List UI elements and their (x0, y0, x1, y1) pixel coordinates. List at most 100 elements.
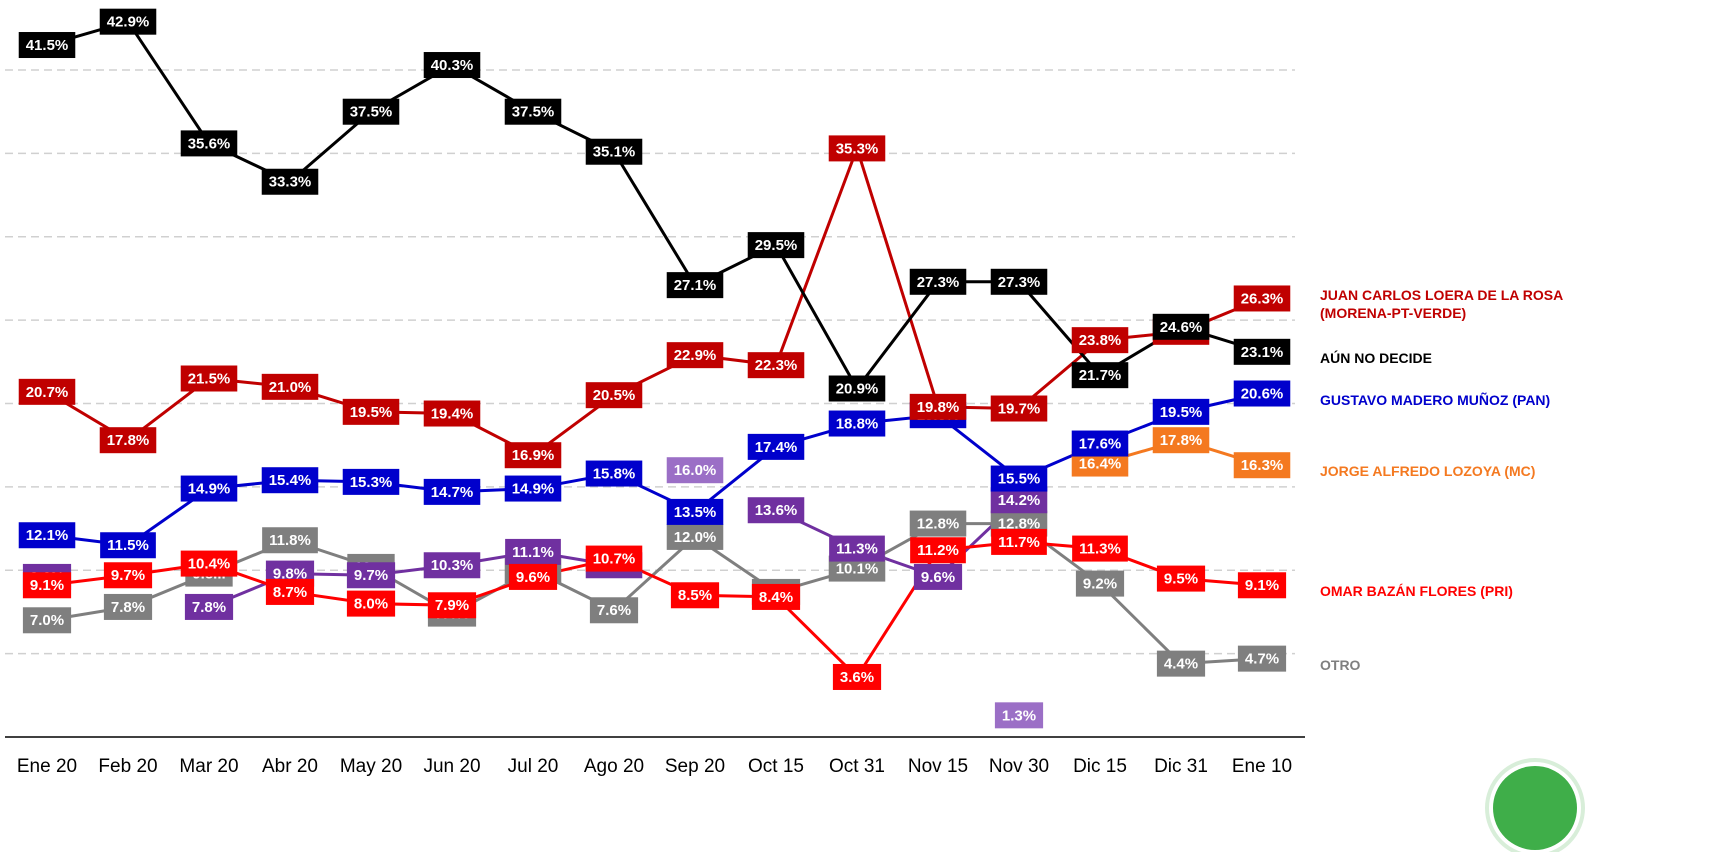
data-label: 33.3% (261, 168, 319, 195)
x-tick-label: Feb 20 (98, 756, 157, 777)
data-label-text: 20.6% (1241, 385, 1284, 402)
data-label-box (666, 457, 724, 484)
data-label-text: 16.9% (512, 447, 555, 464)
data-label-box (1075, 570, 1125, 597)
labels: 7.0%7.8%9.8...11.8%10....7.4%10.0%7.6%12… (18, 8, 1291, 729)
data-label-text: 19.7% (998, 400, 1041, 417)
data-label-text: 13.6% (755, 502, 798, 519)
data-label: 9.1% (22, 572, 72, 599)
data-label: 10.3% (423, 552, 481, 579)
data-label: 24.6% (1152, 313, 1210, 340)
data-label-box (991, 528, 1047, 555)
data-label: 8.0% (346, 590, 396, 617)
data-label: 11.3% (829, 535, 885, 562)
data-label-box (1237, 645, 1287, 672)
data-label-text: 23.8% (1079, 332, 1122, 349)
legend-entry: JUAN CARLOS LOERA DE LA ROSA (MORENA-PT-… (1320, 287, 1563, 322)
data-label-box (828, 135, 886, 162)
data-label-box (1152, 398, 1210, 425)
series-line (46, 522, 1263, 666)
x-tick-label: Ene 10 (1232, 756, 1292, 777)
data-label-text: 22.9% (674, 347, 717, 364)
data-label: 15.4% (261, 467, 319, 494)
series-line (46, 20, 1263, 391)
data-label: 35.6% (180, 130, 238, 157)
data-label-text: 24.6% (1160, 319, 1203, 336)
data-label-box (100, 532, 156, 559)
data-label-box (103, 562, 153, 589)
data-label: 10.4% (180, 550, 238, 577)
data-label-text: 19.4% (431, 405, 474, 422)
data-label-text: 40.3% (431, 57, 474, 74)
data-label-text: 10.4% (188, 556, 231, 573)
data-label-box (261, 373, 319, 400)
data-label-text: 4.7% (1245, 651, 1279, 668)
data-label-text: 16.3% (1241, 457, 1284, 474)
data-label: 9.6% (913, 563, 963, 590)
data-label: 22.3% (747, 352, 805, 379)
data-label-text: 10.7% (593, 551, 636, 568)
data-label-box (342, 468, 400, 495)
data-label-box (829, 535, 885, 562)
data-label-box (1072, 535, 1128, 562)
data-label-box (22, 572, 72, 599)
data-label-box (99, 427, 157, 454)
data-label-text: 11.3% (836, 541, 878, 558)
data-label-text: 11.7% (998, 534, 1040, 551)
legend-entry: AÚN NO DECIDE (1320, 349, 1433, 366)
data-label-box (909, 268, 967, 295)
data-label: 21.0% (261, 373, 319, 400)
data-label-box (184, 593, 234, 620)
data-label-box (180, 550, 238, 577)
data-label-text: 42.9% (107, 14, 150, 31)
data-label: 13.5% (666, 498, 724, 525)
data-label-text: 4.4% (1164, 656, 1198, 673)
series-line (46, 540, 1263, 679)
data-label-box (666, 523, 724, 550)
data-label: 35.3% (828, 135, 886, 162)
data-label: 9.7% (103, 562, 153, 589)
legend-entry: GUSTAVO MADERO MUÑOZ (PAN) (1320, 391, 1551, 408)
data-label-box (828, 375, 886, 402)
data-label: 27.3% (990, 268, 1048, 295)
data-label-text: 17.4% (755, 439, 798, 456)
data-label-text: 35.6% (188, 135, 231, 152)
data-label: 17.6% (1071, 430, 1129, 457)
data-label-box (504, 475, 562, 502)
data-label-text: 19.5% (1160, 404, 1203, 421)
data-label: 3.6% (832, 663, 882, 690)
data-label-box (585, 138, 643, 165)
data-label-text: 16.4% (1079, 456, 1122, 473)
data-label-text: 35.1% (593, 144, 636, 161)
data-label-text: 17.6% (1079, 436, 1122, 453)
data-label-box (828, 410, 886, 437)
data-label-box (1233, 285, 1291, 312)
x-tick-label: Dic 15 (1073, 756, 1127, 777)
data-label: 20.7% (18, 378, 76, 405)
data-label-box (990, 395, 1048, 422)
legend-entry: OMAR BAZÁN FLORES (PRI) (1320, 583, 1513, 600)
data-label: 21.5% (180, 365, 238, 392)
data-label: 1.3% (994, 702, 1044, 729)
data-label: 37.5% (342, 98, 400, 125)
data-label: 9.5% (1156, 565, 1206, 592)
data-label: 23.8% (1071, 327, 1129, 354)
data-label-text: 14.7% (431, 484, 474, 501)
data-label: 27.3% (909, 268, 967, 295)
x-tick-label: Dic 31 (1154, 756, 1208, 777)
data-label: 4.7% (1237, 645, 1287, 672)
data-label-text: 35.3% (836, 140, 879, 157)
data-label: 11.8% (262, 527, 318, 554)
data-label: 14.2% (990, 487, 1048, 514)
data-label-text: 11.8% (269, 532, 311, 549)
legend-entry: OTRO (1320, 656, 1361, 673)
data-label: 17.8% (1152, 427, 1210, 454)
data-label-box (1071, 362, 1129, 389)
data-label-text: 14.2% (998, 492, 1041, 509)
data-label-text: 12.0% (674, 529, 717, 546)
data-label: 4.4% (1156, 650, 1206, 677)
data-label-box (427, 592, 477, 619)
data-label: 20.6% (1233, 380, 1291, 407)
data-label-box (909, 510, 967, 537)
